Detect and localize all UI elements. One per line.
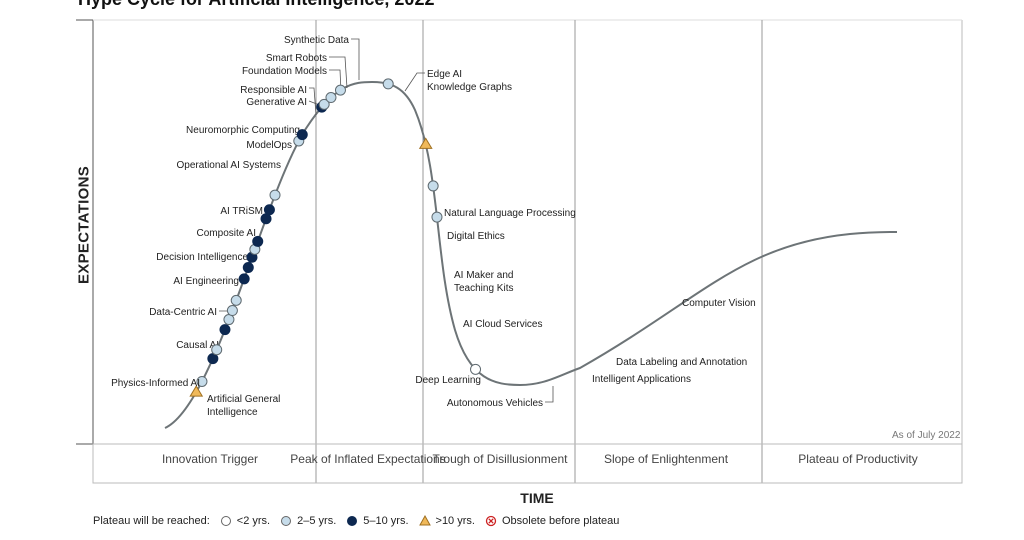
hype-point-21-marker — [325, 92, 337, 104]
hype-point-5-label: AI Engineering — [173, 276, 239, 287]
hype-point-18-label: Knowledge Graphs — [427, 82, 512, 93]
hype-point-16-label: Synthetic Data — [284, 35, 349, 46]
phase-label-plateau: Plateau of Productivity — [798, 452, 918, 466]
legend-marker-2to5 — [281, 516, 292, 526]
legend-label-lt2: <2 yrs. — [236, 515, 271, 527]
legend-item-5to10: 5–10 yrs. — [346, 515, 409, 527]
hype-point-16-marker — [269, 189, 281, 201]
hype-point-4-marker — [211, 344, 223, 356]
hype-point-15-leader — [329, 56, 348, 89]
hype-point-17-label: Edge AI — [427, 69, 462, 80]
legend-marker-gt10 — [418, 515, 431, 526]
hype-point-16-leader — [351, 38, 360, 80]
phase-label-innovation-trigger: Innovation Trigger — [161, 452, 259, 466]
hype-point-2-label: Physics-Informed AI — [111, 378, 200, 389]
x-axis-label: TIME — [520, 490, 554, 506]
hype-point-10-marker — [242, 262, 254, 274]
hype-point-24-leader — [545, 386, 554, 403]
hype-point-1-label: Artificial General Intelligence — [207, 394, 280, 418]
hype-point-20-marker — [318, 98, 330, 110]
hype-point-4-label: Data-Centric AI — [149, 307, 217, 318]
chart-title: Hype Cycle for Artificial Intelligence, … — [78, 0, 434, 10]
legend: Plateau will be reached: <2 yrs. 2–5 yrs… — [93, 515, 619, 527]
phase-label-slope: Slope of Enlightenment — [603, 452, 729, 466]
hype-point-26-label: Data Labeling and Annotation — [616, 357, 747, 368]
legend-item-lt2: <2 yrs. — [220, 515, 270, 527]
hype-point-9-marker — [238, 273, 250, 285]
hype-point-25-marker — [427, 180, 439, 192]
hype-point-23-marker — [382, 78, 394, 90]
hype-point-27-marker — [470, 363, 482, 375]
legend-label-5to10: 5–10 yrs. — [363, 515, 409, 527]
hype-point-7-label: Composite AI — [197, 228, 256, 239]
hype-point-6-marker — [223, 314, 235, 326]
hype-point-18-marker — [296, 129, 308, 141]
legend-marker-5to10 — [347, 516, 358, 526]
hype-point-26-marker — [431, 211, 443, 223]
hype-point-5-marker — [219, 324, 231, 336]
hype-point-10-label: ModelOps — [246, 140, 292, 151]
hype-point-24-marker — [418, 137, 433, 149]
legend-label-gt10: >10 yrs. — [435, 515, 475, 527]
hype-point-15-label: Smart Robots — [266, 53, 327, 64]
phase-label-peak: Peak of Inflated Expectations — [290, 452, 446, 466]
hype-point-15-marker — [263, 204, 275, 216]
hype-point-24-label: Autonomous Vehicles — [447, 398, 543, 409]
hype-point-8-marker — [230, 294, 242, 306]
hype-point-12-leader — [309, 87, 317, 116]
legend-marker-obsolete — [485, 515, 497, 527]
as-of-note: As of July 2022 — [892, 430, 961, 441]
hype-point-14-label: Foundation Models — [242, 66, 327, 77]
hype-point-12-label: Responsible AI — [240, 85, 307, 96]
legend-title: Plateau will be reached: — [93, 515, 210, 527]
hype-point-23-label: Deep Learning — [415, 375, 481, 386]
phase-band — [92, 443, 963, 484]
hype-point-7-marker — [226, 305, 238, 317]
hype-point-17-leader — [404, 72, 425, 92]
hype-point-6-label: Decision Intelligence — [156, 252, 248, 263]
hype-point-27-label: Computer Vision — [682, 298, 756, 309]
hype-point-14-marker — [260, 213, 272, 225]
legend-label-obsolete: Obsolete before plateau — [501, 515, 620, 527]
hype-point-25-label: Intelligent Applications — [592, 374, 691, 385]
hype-point-22-marker — [334, 84, 346, 96]
hype-point-20-label: Digital Ethics — [447, 231, 505, 242]
hype-point-21-label: AI Maker and Teaching Kits — [454, 270, 513, 294]
legend-item-2to5: 2–5 yrs. — [280, 515, 336, 527]
phase-label-trough: Trough of Disillusionment — [432, 452, 568, 466]
hype-point-9-label: Operational AI Systems — [177, 160, 282, 171]
hype-point-2-marker — [196, 375, 208, 387]
legend-marker-lt2 — [220, 516, 231, 526]
hype-point-3-label: Causal AI — [176, 340, 219, 351]
hype-point-8-label: AI TRiSM — [220, 206, 263, 217]
hype-point-19-label: Natural Language Processing — [444, 208, 576, 219]
legend-item-obsolete: Obsolete before plateau — [485, 515, 619, 527]
hype-point-11-label: Neuromorphic Computing — [186, 125, 300, 136]
hype-point-13-label: Generative AI — [246, 97, 307, 108]
hype-point-22-label: AI Cloud Services — [463, 319, 542, 330]
hype-point-13-marker — [252, 235, 264, 247]
legend-label-2to5: 2–5 yrs. — [297, 515, 337, 527]
hype-point-1-marker — [189, 385, 204, 397]
legend-item-gt10: >10 yrs. — [418, 515, 475, 527]
y-axis-label: EXPECTATIONS — [75, 165, 93, 285]
